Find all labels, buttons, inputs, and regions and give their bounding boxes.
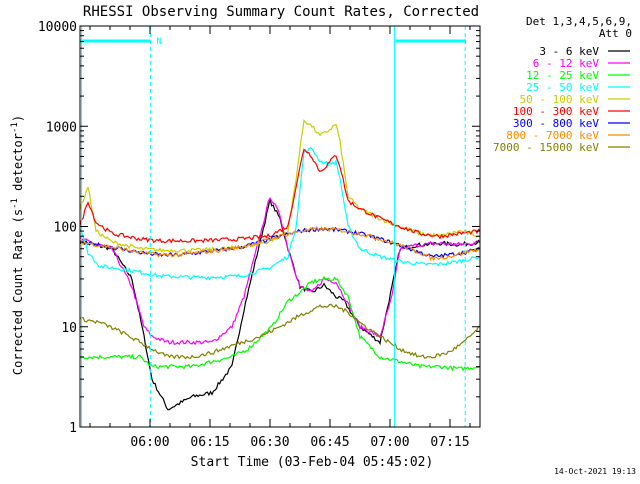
legend-entry-label: 12 - 25 keV <box>526 69 599 82</box>
legend-entry-label: 6 - 12 keV <box>533 57 600 70</box>
legend-entry-label: 25 - 50 keV <box>526 81 599 94</box>
y-axis-label-part1: Corrected Count Rate (s <box>11 209 25 375</box>
x-tick-label: 06:30 <box>250 435 289 450</box>
legend-entry-label: 800 - 7000 keV <box>506 129 599 142</box>
x-tick-label: 07:15 <box>430 435 469 450</box>
y-axis-label-sup1: -1 <box>10 198 20 209</box>
x-tick-label: 06:45 <box>310 435 349 450</box>
marker-layer: N <box>80 26 466 427</box>
legend-entry-label: 300 - 800 keV <box>513 117 599 130</box>
legend-entry-label: 3 - 6 keV <box>539 45 599 58</box>
series-line-2 <box>79 275 481 372</box>
series-line-7 <box>79 226 481 262</box>
legend-entry-label: 7000 - 15000 keV <box>493 141 599 154</box>
x-tick-label: 06:00 <box>130 435 169 450</box>
axes-layer: 1 10 100 1000 10000 06:00 06:15 06:30 06:45 07:00… <box>38 20 481 450</box>
y-tick-label: 100 <box>54 221 77 236</box>
y-axis-label-part3: ) <box>11 115 25 122</box>
x-axis-label: Start Time (03-Feb-04 05:45:02) <box>191 455 434 470</box>
y-tick-label: 10000 <box>38 20 77 35</box>
x-tick-label: 07:00 <box>370 435 409 450</box>
y-axis-label-part2: detector <box>11 133 25 198</box>
chart-title: RHESSI Observing Summary Count Rates, Co… <box>83 4 479 20</box>
y-axis-label: Corrected Count Rate (s-1 detector-1) <box>10 115 25 375</box>
y-tick-label: 10 <box>61 321 77 336</box>
legend-header-line: Att 0 <box>599 27 632 40</box>
y-tick-label: 1 <box>69 421 77 436</box>
legend-entry-label: 50 - 100 keV <box>520 93 600 106</box>
y-axis-label-sup2: -1 <box>10 122 20 133</box>
series-line-1 <box>79 196 481 346</box>
series-layer <box>79 119 481 411</box>
series-line-8 <box>79 303 481 360</box>
series-line-5 <box>79 148 481 244</box>
y-tick-label: 1000 <box>46 120 77 135</box>
series-line-3 <box>79 147 481 281</box>
legend-header-line: Det 1,3,4,5,6,9, <box>526 15 632 28</box>
legend-entry-label: 100 - 300 keV <box>513 105 599 118</box>
night-marker-label: N <box>156 37 161 47</box>
x-tick-label: 06:15 <box>190 435 229 450</box>
generation-timestamp: 14-Oct-2021 19:13 <box>554 467 636 476</box>
